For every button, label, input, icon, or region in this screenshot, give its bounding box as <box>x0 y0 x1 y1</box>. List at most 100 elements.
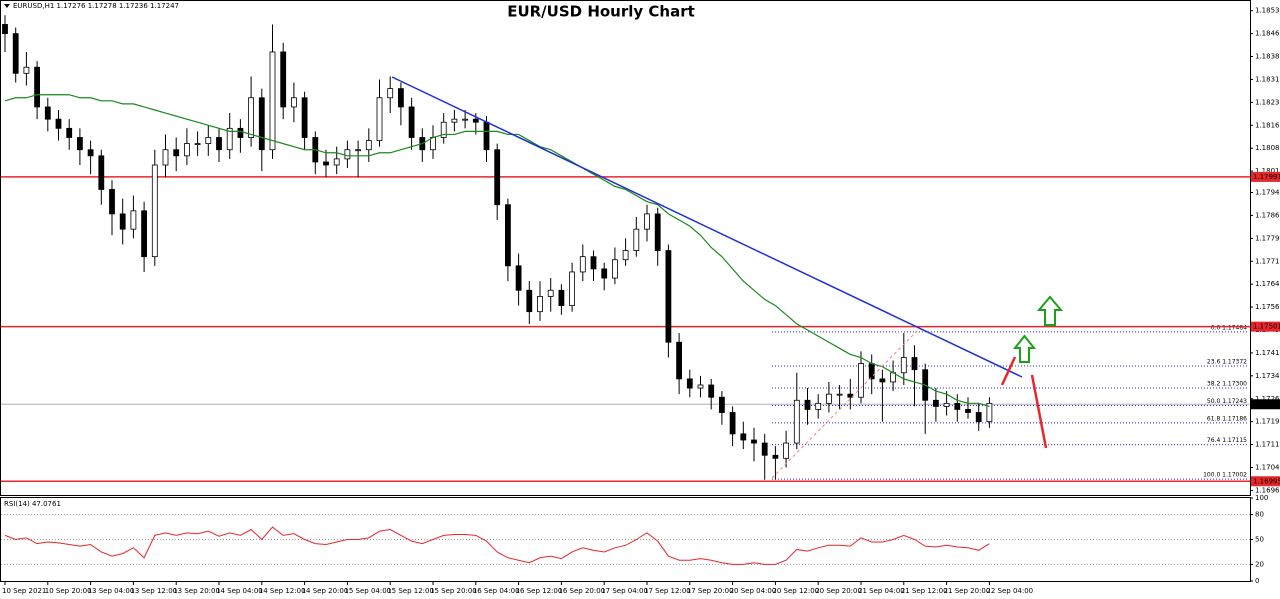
candle-body <box>740 433 747 441</box>
fib-label: 100.0 1.17002 <box>1203 472 1247 479</box>
candle-body <box>205 137 212 145</box>
y-tick-label: 1.17265 <box>1255 395 1280 403</box>
candle-body <box>12 33 19 74</box>
fib-label: 76.4 1.17115 <box>1207 437 1247 444</box>
candle-body <box>943 402 950 407</box>
candle-body <box>826 393 832 404</box>
candle-body <box>868 363 875 380</box>
x-tick-label: 15 Sep 04:00 <box>344 587 391 595</box>
y-tick-label: 1.18385 <box>1255 53 1280 61</box>
candle-body <box>333 158 340 166</box>
candle-body <box>911 357 918 371</box>
candle-body <box>965 409 971 413</box>
candle-body <box>686 378 693 389</box>
up-arrow <box>1012 334 1037 363</box>
candle-body <box>879 378 886 383</box>
y-tick-label: 1.17640 <box>1255 280 1280 288</box>
candle-body <box>355 149 362 152</box>
candle-body <box>344 149 351 160</box>
candle-body <box>216 137 222 151</box>
y-tick-label: 0 <box>1255 577 1259 585</box>
y-tick-label: 50 <box>1255 536 1264 544</box>
candle-body <box>633 228 640 251</box>
candle-body <box>376 97 383 141</box>
candle-body <box>654 213 661 251</box>
candle-body <box>323 161 329 166</box>
y-tick-label: 1.17565 <box>1255 303 1280 311</box>
candle-body <box>612 259 618 279</box>
x-tick-label: 21 Sep 20:00 <box>944 587 991 595</box>
fib-label: 61.8 1.17186 <box>1207 415 1247 422</box>
candle-body <box>2 24 8 35</box>
candle-body <box>719 396 725 413</box>
candle-body <box>858 363 864 398</box>
candle-body <box>430 137 436 151</box>
candle-body <box>751 439 757 444</box>
y-tick-label: 1.18010 <box>1255 167 1280 175</box>
level-label: 1.17991 <box>1253 173 1280 181</box>
x-tick-label: 21 Sep 12:00 <box>901 587 948 595</box>
candle-body <box>986 402 993 423</box>
fib-label: 23.6 1.17372 <box>1207 359 1247 366</box>
x-tick-label: 15 Sep 12:00 <box>387 587 434 595</box>
y-tick-label: 1.16965 <box>1255 486 1280 494</box>
candle-body <box>162 149 169 166</box>
y-tick-label: 1.18085 <box>1255 144 1280 152</box>
x-tick-label: 10 Sep 2021 <box>2 587 46 595</box>
x-tick-label: 15 Sep 20:00 <box>430 587 477 595</box>
candle-body <box>387 88 394 99</box>
candle-body <box>708 384 715 398</box>
candle-body <box>280 51 287 108</box>
candle-body <box>622 250 629 261</box>
candle-body <box>547 289 554 297</box>
header-icon <box>4 4 10 8</box>
candle-body <box>504 204 511 267</box>
x-tick-label: 13 Sep 20:00 <box>173 587 220 595</box>
level-label: 1.17501 <box>1253 323 1280 331</box>
candle-body <box>472 118 479 123</box>
candle-body <box>933 399 939 407</box>
x-tick-label: 17 Sep 04:00 <box>601 587 648 595</box>
candle-body <box>494 149 501 206</box>
x-tick-label: 20 Sep 12:00 <box>772 587 819 595</box>
candle-body <box>109 189 115 215</box>
candle-body <box>119 213 126 230</box>
candle-body <box>729 412 736 435</box>
y-tick-label: 1.17340 <box>1255 372 1280 380</box>
candle-body <box>130 210 137 230</box>
x-tick-label: 14 Sep 04:00 <box>216 587 263 595</box>
candle-body <box>793 399 800 444</box>
x-tick-label: 16 Sep 12:00 <box>516 587 563 595</box>
x-tick-label: 14 Sep 12:00 <box>259 587 306 595</box>
candle-body <box>98 155 105 190</box>
fib-anchor-line <box>771 329 919 479</box>
candle-body <box>900 357 907 374</box>
x-tick-label: 16 Sep 04:00 <box>473 587 520 595</box>
candle-body <box>761 442 768 456</box>
candle-body <box>397 88 404 108</box>
rsi-title: RSI(14) 47.0761 <box>4 500 61 508</box>
candle-body <box>66 127 73 138</box>
candle-body <box>408 106 415 138</box>
x-tick-label: 10 Sep 20:00 <box>45 587 92 595</box>
candle-body <box>44 106 51 120</box>
y-tick-label: 1.17115 <box>1255 441 1280 449</box>
y-tick-label: 1.17790 <box>1255 234 1280 242</box>
y-tick-label: 1.18460 <box>1255 30 1280 38</box>
x-tick-label: 17 Sep 12:00 <box>644 587 691 595</box>
x-tick-label: 22 Sep 04:00 <box>986 587 1033 595</box>
candle-body <box>226 127 233 151</box>
level-tag <box>1251 321 1280 332</box>
price-label: 1.17247 <box>1253 400 1280 408</box>
candle-body <box>151 164 158 258</box>
x-tick-label: 13 Sep 12:00 <box>130 587 177 595</box>
candle-body <box>451 118 458 123</box>
y-tick-label: 1.17415 <box>1255 349 1280 357</box>
y-tick-label: 1.17040 <box>1255 464 1280 472</box>
x-tick-label: 14 Sep 20:00 <box>302 587 349 595</box>
candle-body <box>55 118 62 129</box>
up-arrow <box>1036 295 1064 326</box>
y-tick-label: 1.17865 <box>1255 211 1280 219</box>
